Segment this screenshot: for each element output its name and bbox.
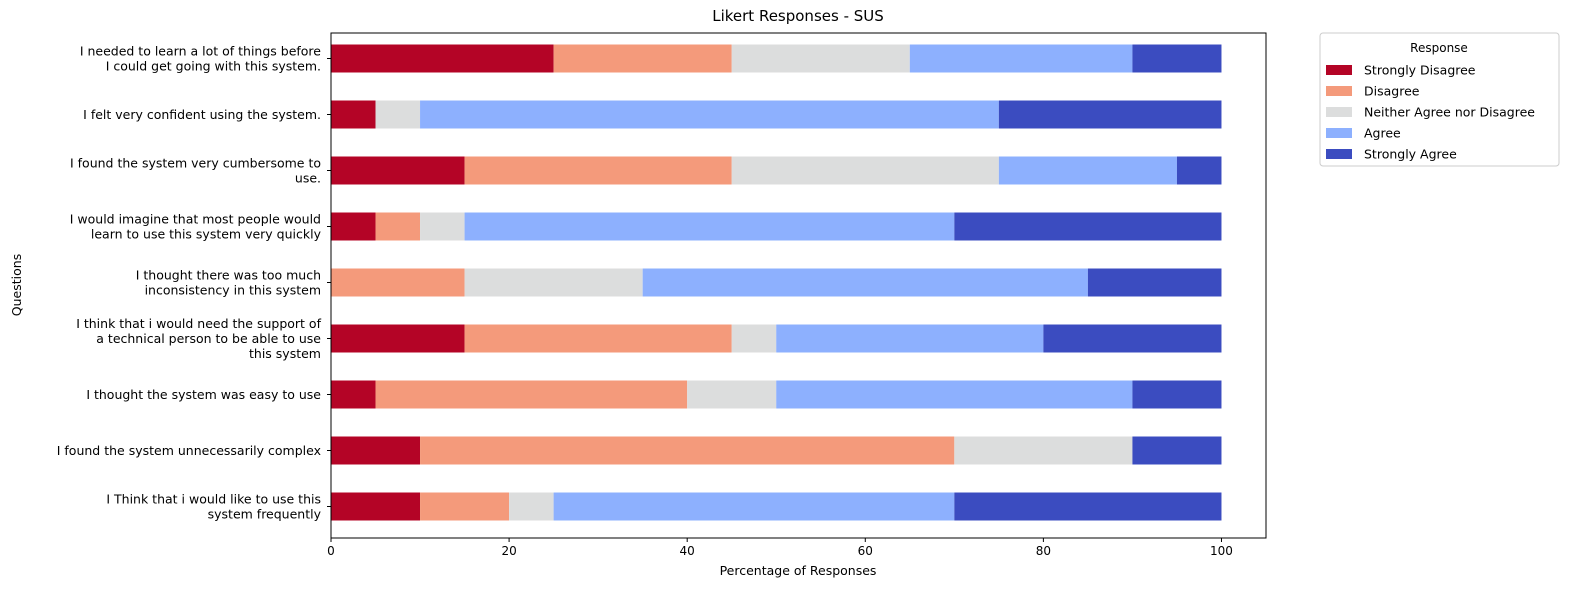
bar-segment-q6-neither-agree-nor-disagree [731, 324, 777, 353]
y-tick-label: I found the system unnecessarily complex [57, 443, 321, 458]
bar-segment-q9-neither-agree-nor-disagree [509, 492, 554, 521]
chart-title: Likert Responses - SUS [712, 7, 884, 25]
legend-label: Strongly Agree [1364, 147, 1457, 162]
y-tick-label: this system [249, 346, 321, 361]
legend-items: Strongly Disagree Disagree Neither Agree n… [1326, 63, 1535, 162]
y-tick-label: I would imagine that most people would [70, 212, 321, 227]
bar-segment-q3-disagree [464, 156, 732, 185]
bar-segment-q7-agree [776, 380, 1133, 409]
bar-segment-q1-strongly-agree [1132, 44, 1222, 73]
bar-segment-q5-strongly-agree [1087, 268, 1222, 297]
bar-segment-q5-neither-agree-nor-disagree [464, 268, 643, 297]
bar-segment-q2-agree [420, 100, 999, 129]
bar-segment-q4-strongly-agree [954, 212, 1222, 241]
y-tick-label: learn to use this system very quickly [91, 227, 322, 242]
bar-segment-q3-neither-agree-nor-disagree [731, 156, 999, 185]
y-axis-label: Questions [9, 254, 24, 316]
bars-layer [331, 44, 1222, 521]
bar-segment-q1-strongly-disagree [331, 44, 554, 73]
bar-segment-q2-strongly-agree [998, 100, 1222, 129]
legend-swatch [1326, 149, 1352, 159]
bar-segment-q9-strongly-agree [954, 492, 1222, 521]
bar-segment-q5-disagree [331, 268, 465, 297]
x-tick-label: 80 [1036, 544, 1051, 558]
x-tick-label: 100 [1210, 544, 1233, 558]
y-tick-label: a technical person to be able to use [96, 331, 321, 346]
legend-frame [1319, 32, 1560, 167]
x-tick-label: 0 [327, 544, 335, 558]
y-tick-labels: I needed to learn a lot of things before… [57, 44, 331, 522]
bar-segment-q3-agree [998, 156, 1177, 185]
y-tick-label: I thought there was too much [136, 268, 321, 283]
bar-segment-q7-neither-agree-nor-disagree [687, 380, 777, 409]
bar-segment-q3-strongly-disagree [331, 156, 465, 185]
bar-segment-q7-disagree [375, 380, 688, 409]
bar-segment-q1-agree [909, 44, 1133, 73]
bar-segment-q8-strongly-agree [1132, 436, 1222, 465]
bar-segment-q8-disagree [420, 436, 955, 465]
bar-segment-q9-strongly-disagree [331, 492, 421, 521]
bar-segment-q7-strongly-disagree [331, 380, 376, 409]
bar-segment-q9-agree [553, 492, 955, 521]
legend-swatch [1326, 128, 1352, 138]
bar-segment-q1-disagree [553, 44, 732, 73]
y-tick-label: I found the system very cumbersome to [70, 156, 321, 171]
bar-segment-q6-agree [776, 324, 1044, 353]
legend-label: Neither Agree nor Disagree [1364, 105, 1535, 120]
x-tick-label: 40 [680, 544, 695, 558]
y-tick-label: I needed to learn a lot of things before [80, 44, 321, 59]
legend-label: Agree [1364, 126, 1401, 141]
bar-segment-q8-neither-agree-nor-disagree [954, 436, 1133, 465]
legend-swatch [1326, 107, 1352, 117]
bar-segment-q5-agree [642, 268, 1088, 297]
bar-segment-q1-neither-agree-nor-disagree [731, 44, 910, 73]
bar-segment-q2-neither-agree-nor-disagree [375, 100, 421, 129]
x-tick-labels: 0 20 40 60 80 100 [327, 538, 1233, 558]
bar-segment-q4-agree [464, 212, 955, 241]
bar-segment-q8-strongly-disagree [331, 436, 421, 465]
x-axis-label: Percentage of Responses [720, 563, 877, 578]
y-tick-label: I Think that i would like to use this [106, 492, 321, 507]
y-tick-label: I could get going with this system. [106, 59, 321, 74]
bar-segment-q6-strongly-agree [1043, 324, 1222, 353]
y-tick-label: system frequently [208, 507, 322, 522]
bar-segment-q7-strongly-agree [1132, 380, 1222, 409]
y-tick-label: I felt very confident using the system. [83, 107, 321, 122]
legend: Response Strongly Disagree Disagree Neithe… [1319, 32, 1560, 167]
legend-swatch [1326, 65, 1352, 75]
y-tick-label: I thought the system was easy to use [86, 387, 321, 402]
y-tick-label: I think that i would need the support of [76, 316, 321, 331]
plot-frame [330, 32, 1267, 539]
legend-title: Response [1410, 41, 1468, 55]
bar-segment-q4-disagree [375, 212, 421, 241]
legend-label: Strongly Disagree [1364, 63, 1476, 78]
x-tick-label: 20 [501, 544, 516, 558]
bar-segment-q2-strongly-disagree [331, 100, 376, 129]
y-tick-label: inconsistency in this system [145, 283, 321, 298]
bar-segment-q3-strongly-agree [1176, 156, 1222, 185]
bar-segment-q9-disagree [420, 492, 510, 521]
legend-swatch [1326, 86, 1352, 96]
y-tick-label: use. [295, 171, 321, 186]
legend-label: Disagree [1364, 84, 1420, 99]
bar-segment-q6-strongly-disagree [331, 324, 465, 353]
x-tick-label: 60 [858, 544, 873, 558]
bar-segment-q4-neither-agree-nor-disagree [420, 212, 465, 241]
bar-segment-q6-disagree [464, 324, 732, 353]
bar-segment-q4-strongly-disagree [331, 212, 376, 241]
